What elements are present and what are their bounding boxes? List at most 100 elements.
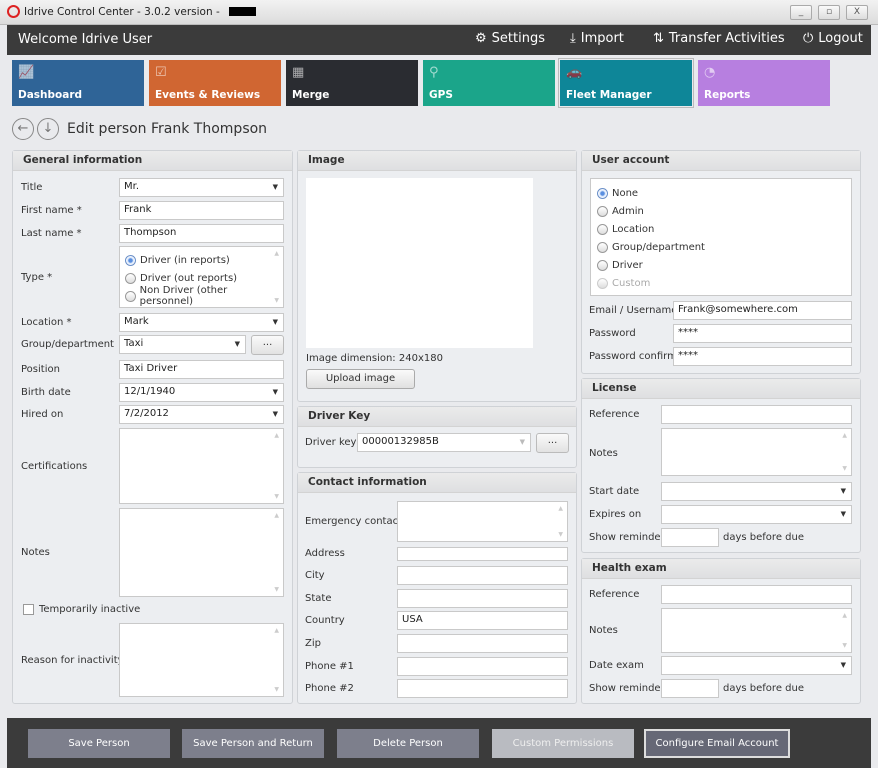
health-exam-panel: Health exam Reference Notes Date exam Sh… bbox=[581, 558, 861, 704]
close-button[interactable]: X bbox=[846, 5, 868, 20]
expires-on-picker[interactable] bbox=[661, 505, 852, 524]
contact-information-panel: Contact information Emergency contact Ad… bbox=[297, 472, 577, 704]
configure-email-account-button[interactable]: Configure Email Account bbox=[644, 729, 790, 758]
email-field[interactable]: Frank@somewhere.com bbox=[673, 301, 852, 320]
type-driver-out-reports-radio[interactable]: Driver (out reports) bbox=[125, 269, 278, 287]
reason-textarea[interactable] bbox=[119, 623, 284, 697]
expires-on-label: Expires on bbox=[589, 509, 642, 520]
password-field[interactable]: **** bbox=[673, 324, 852, 343]
back-arrow-icon[interactable]: ← bbox=[12, 118, 34, 140]
driver-key-browse-button[interactable]: ... bbox=[536, 433, 569, 453]
panel-header: Image bbox=[298, 151, 576, 171]
app-logo-icon bbox=[7, 5, 20, 18]
days-before-due-label: days before due bbox=[723, 532, 804, 543]
hired-on-picker[interactable]: 7/2/2012 bbox=[119, 405, 284, 424]
license-reminder-days-field[interactable] bbox=[661, 528, 719, 547]
zip-field[interactable] bbox=[397, 634, 568, 653]
maximize-button[interactable]: ▫ bbox=[818, 5, 840, 20]
radio-label: None bbox=[612, 187, 639, 199]
save-person-button[interactable]: Save Person bbox=[28, 729, 170, 758]
phone1-field[interactable] bbox=[397, 657, 568, 676]
notes-label: Notes bbox=[21, 547, 50, 558]
city-label: City bbox=[305, 570, 325, 581]
merge-icon: ▦ bbox=[292, 65, 305, 80]
certifications-textarea[interactable] bbox=[119, 428, 284, 504]
emergency-contact-label: Emergency contact bbox=[305, 516, 403, 527]
license-reference-label: Reference bbox=[589, 409, 640, 420]
temporarily-inactive-checkbox[interactable]: Temporarily inactive bbox=[23, 604, 140, 615]
cars-icon: 🚗 bbox=[566, 65, 583, 80]
date-exam-picker[interactable] bbox=[661, 656, 852, 675]
driver-key-label: Driver key bbox=[305, 437, 357, 448]
radio-label: Location bbox=[612, 223, 655, 235]
address-field[interactable] bbox=[397, 547, 568, 561]
role-driver-radio[interactable]: Driver bbox=[597, 256, 845, 274]
state-field[interactable] bbox=[397, 589, 568, 608]
tile-label: Reports bbox=[704, 89, 751, 101]
minimize-button[interactable]: _ bbox=[790, 5, 812, 20]
role-location-radio[interactable]: Location bbox=[597, 220, 845, 238]
notes-textarea[interactable] bbox=[119, 508, 284, 597]
group-select[interactable]: Taxi bbox=[119, 335, 246, 354]
emergency-contact-textarea[interactable] bbox=[397, 501, 568, 542]
tile-dashboard[interactable]: 📈 Dashboard bbox=[12, 60, 144, 106]
role-group-radio[interactable]: Group/department bbox=[597, 238, 845, 256]
role-admin-radio[interactable]: Admin bbox=[597, 202, 845, 220]
title-bar: Idrive Control Center - 3.0.2 version - … bbox=[0, 0, 878, 25]
panel-header: License bbox=[582, 379, 860, 399]
tile-fleet-manager[interactable]: 🚗 Fleet Manager bbox=[558, 58, 694, 108]
settings-button[interactable]: ⚙ Settings bbox=[475, 31, 545, 46]
tile-label: GPS bbox=[429, 89, 453, 101]
location-select[interactable]: Mark bbox=[119, 313, 284, 332]
image-panel: Image Image dimension: 240x180 Upload im… bbox=[297, 150, 577, 402]
gear-icon: ⚙ bbox=[475, 31, 487, 46]
health-reminder-days-field[interactable] bbox=[661, 679, 719, 698]
tile-events-reviews[interactable]: ☑ Events & Reviews bbox=[149, 60, 281, 106]
driver-key-select[interactable]: 00000132985B bbox=[357, 433, 531, 452]
dimension-value: 240x180 bbox=[398, 353, 443, 364]
title-label: Title bbox=[21, 182, 43, 193]
health-notes-label: Notes bbox=[589, 625, 618, 636]
certifications-label: Certifications bbox=[21, 461, 88, 472]
start-date-label: Start date bbox=[589, 486, 640, 497]
type-label: Type * bbox=[21, 272, 53, 283]
delete-person-button[interactable]: Delete Person bbox=[337, 729, 479, 758]
custom-permissions-button: Custom Permissions bbox=[492, 729, 634, 758]
top-bar: Welcome Idrive User ⚙ Settings ⤓ Import ⇅ T… bbox=[7, 25, 871, 55]
tile-gps[interactable]: ⚲ GPS bbox=[423, 60, 555, 106]
tile-reports[interactable]: ◔ Reports bbox=[698, 60, 830, 106]
tile-label: Dashboard bbox=[18, 89, 83, 101]
group-label: Group/department bbox=[21, 339, 114, 350]
redacted-version bbox=[229, 7, 256, 16]
health-reference-field[interactable] bbox=[661, 585, 852, 604]
import-label: Import bbox=[580, 31, 624, 46]
role-none-radio[interactable]: None bbox=[597, 184, 845, 202]
birth-date-picker[interactable]: 12/1/1940 bbox=[119, 383, 284, 402]
down-arrow-icon[interactable]: ↓ bbox=[37, 118, 59, 140]
group-browse-button[interactable]: ... bbox=[251, 335, 284, 355]
import-button[interactable]: ⤓ Import bbox=[570, 31, 624, 46]
upload-image-button[interactable]: Upload image bbox=[306, 369, 415, 389]
general-information-panel: General information Title Mr. First name… bbox=[12, 150, 293, 704]
start-date-picker[interactable] bbox=[661, 482, 852, 501]
type-driver-in-reports-radio[interactable]: Driver (in reports) bbox=[125, 251, 278, 269]
city-field[interactable] bbox=[397, 566, 568, 585]
first-name-field[interactable]: Frank bbox=[119, 201, 284, 220]
position-field[interactable]: Taxi Driver bbox=[119, 360, 284, 379]
phone2-label: Phone #2 bbox=[305, 683, 354, 694]
health-notes-textarea[interactable] bbox=[661, 608, 852, 653]
license-reference-field[interactable] bbox=[661, 405, 852, 424]
country-field[interactable]: USA bbox=[397, 611, 568, 630]
password-confirm-field[interactable]: **** bbox=[673, 347, 852, 366]
type-non-driver-radio[interactable]: Non Driver (other personnel) bbox=[125, 285, 278, 307]
license-panel: License Reference Notes Start date Expir… bbox=[581, 378, 861, 553]
transfer-activities-button[interactable]: ⇅ Transfer Activities bbox=[653, 31, 785, 46]
save-person-return-button[interactable]: Save Person and Return bbox=[182, 729, 324, 758]
last-name-field[interactable]: Thompson bbox=[119, 224, 284, 243]
logout-button[interactable]: ⏻ Logout bbox=[803, 31, 863, 46]
tile-label: Merge bbox=[292, 89, 330, 101]
phone2-field[interactable] bbox=[397, 679, 568, 698]
license-notes-textarea[interactable] bbox=[661, 428, 852, 476]
tile-merge[interactable]: ▦ Merge bbox=[286, 60, 418, 106]
title-select[interactable]: Mr. bbox=[119, 178, 284, 197]
